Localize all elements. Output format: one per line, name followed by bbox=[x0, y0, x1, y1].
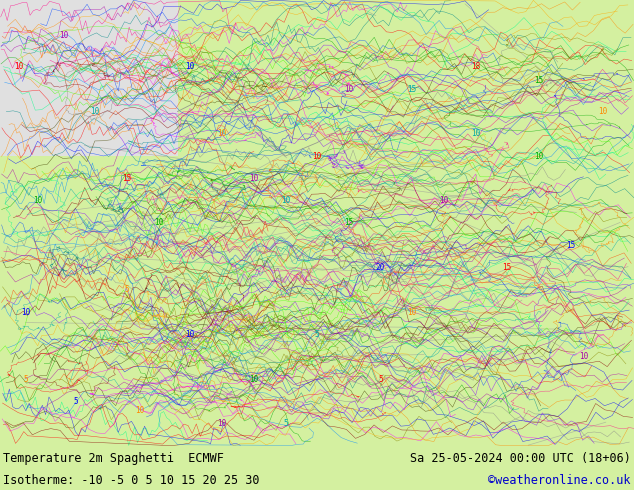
Text: 15: 15 bbox=[566, 241, 575, 250]
Text: 10: 10 bbox=[59, 31, 68, 40]
Text: 10: 10 bbox=[186, 62, 195, 72]
Text: 15: 15 bbox=[122, 174, 131, 183]
Text: 15: 15 bbox=[503, 263, 512, 272]
Text: 10: 10 bbox=[313, 151, 321, 161]
Text: 10: 10 bbox=[534, 151, 543, 161]
Text: 15: 15 bbox=[534, 76, 543, 85]
Text: 5: 5 bbox=[124, 285, 129, 294]
Text: 15: 15 bbox=[408, 85, 417, 94]
Text: 10: 10 bbox=[34, 196, 42, 205]
Text: 10: 10 bbox=[579, 352, 588, 361]
Text: 10: 10 bbox=[91, 107, 100, 116]
Text: 10: 10 bbox=[186, 330, 195, 339]
Text: 18: 18 bbox=[471, 62, 480, 72]
Text: 5: 5 bbox=[378, 374, 383, 384]
Text: 10: 10 bbox=[281, 196, 290, 205]
Text: ©weatheronline.co.uk: ©weatheronline.co.uk bbox=[488, 474, 631, 487]
Text: 20: 20 bbox=[376, 263, 385, 272]
Text: 5: 5 bbox=[283, 419, 288, 428]
Text: 10: 10 bbox=[344, 85, 353, 94]
Text: 10: 10 bbox=[408, 308, 417, 317]
Text: Sa 25-05-2024 00:00 UTC (18+06): Sa 25-05-2024 00:00 UTC (18+06) bbox=[410, 452, 631, 465]
Text: 10: 10 bbox=[154, 219, 163, 227]
Text: 10: 10 bbox=[249, 174, 258, 183]
Text: 10: 10 bbox=[217, 419, 226, 428]
Text: 10: 10 bbox=[439, 196, 448, 205]
Text: 10: 10 bbox=[471, 129, 480, 138]
Text: Temperature 2m Spaghetti  ECMWF: Temperature 2m Spaghetti ECMWF bbox=[3, 452, 224, 465]
Text: 10: 10 bbox=[21, 308, 30, 317]
Text: 10: 10 bbox=[249, 374, 258, 384]
Text: 5: 5 bbox=[74, 397, 79, 406]
FancyBboxPatch shape bbox=[0, 0, 178, 156]
Text: 5: 5 bbox=[23, 374, 28, 384]
Text: Isotherme: -10 -5 0 5 10 15 20 25 30: Isotherme: -10 -5 0 5 10 15 20 25 30 bbox=[3, 474, 260, 487]
Text: 10: 10 bbox=[135, 406, 144, 415]
Text: 10: 10 bbox=[15, 62, 23, 72]
Text: 10: 10 bbox=[217, 129, 226, 138]
Text: 15: 15 bbox=[344, 219, 353, 227]
Text: 5: 5 bbox=[314, 330, 320, 339]
Text: 10: 10 bbox=[598, 107, 607, 116]
